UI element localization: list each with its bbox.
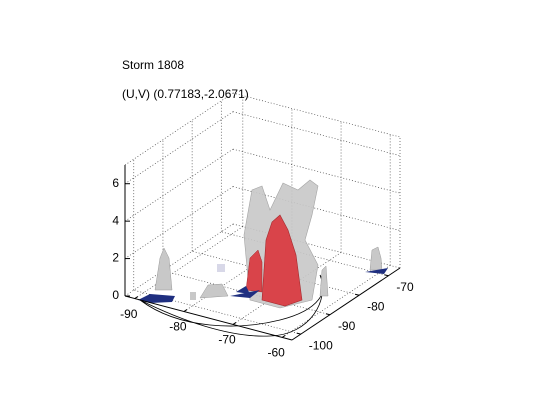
y-tick xyxy=(355,293,360,296)
gray-isosurface xyxy=(319,265,329,297)
z-grid-line xyxy=(124,148,234,222)
z-tick-label: 6 xyxy=(112,176,119,190)
y-tick-label: -90 xyxy=(338,319,356,333)
z-grid-line xyxy=(124,111,234,185)
x-tick xyxy=(134,296,139,300)
y-tick-label: -100 xyxy=(309,338,333,352)
x-tick-label: -70 xyxy=(218,333,236,347)
z-tick-label: 0 xyxy=(112,288,119,302)
x-axis xyxy=(124,295,293,341)
x-tick-label: -90 xyxy=(120,307,138,321)
x-grid-line xyxy=(134,226,244,299)
y-tick xyxy=(325,313,331,316)
storm-track xyxy=(139,274,324,337)
low-isosurface xyxy=(138,268,388,303)
y-tick-label: -70 xyxy=(396,280,414,294)
z-tick-label: 2 xyxy=(112,251,119,265)
y-tick xyxy=(296,332,301,335)
z-grid-line xyxy=(124,186,234,259)
red-isosurface xyxy=(245,249,263,293)
small-isosurface xyxy=(190,292,196,300)
x-tick xyxy=(232,322,237,325)
y-axis xyxy=(291,267,401,341)
x-tick xyxy=(183,309,188,312)
box-edge xyxy=(124,92,234,166)
chart-subtitle: (U,V) (0.77183,-2.0671) xyxy=(122,87,249,101)
axes-layer: 0 2 4 6 -90 -80 -70 -60 -100 -90 -80 -70 xyxy=(112,165,414,360)
z-grid-line xyxy=(124,223,234,297)
x-grid-line xyxy=(281,265,391,338)
chart-title: Storm 1808 xyxy=(122,58,184,72)
gray-isosurface xyxy=(154,247,173,291)
x-grid-line xyxy=(232,252,342,325)
x-tick-label: -80 xyxy=(169,320,187,334)
small-isosurface xyxy=(217,264,225,272)
y-tick xyxy=(384,274,389,277)
y-tick-label: -80 xyxy=(367,299,385,313)
isosurfaces xyxy=(138,179,388,337)
gray-isosurface xyxy=(199,283,229,299)
x-tick xyxy=(281,334,286,338)
z-tick-label: 4 xyxy=(112,213,119,227)
red-isosurface xyxy=(261,214,303,307)
x-tick-label: -60 xyxy=(268,346,286,360)
